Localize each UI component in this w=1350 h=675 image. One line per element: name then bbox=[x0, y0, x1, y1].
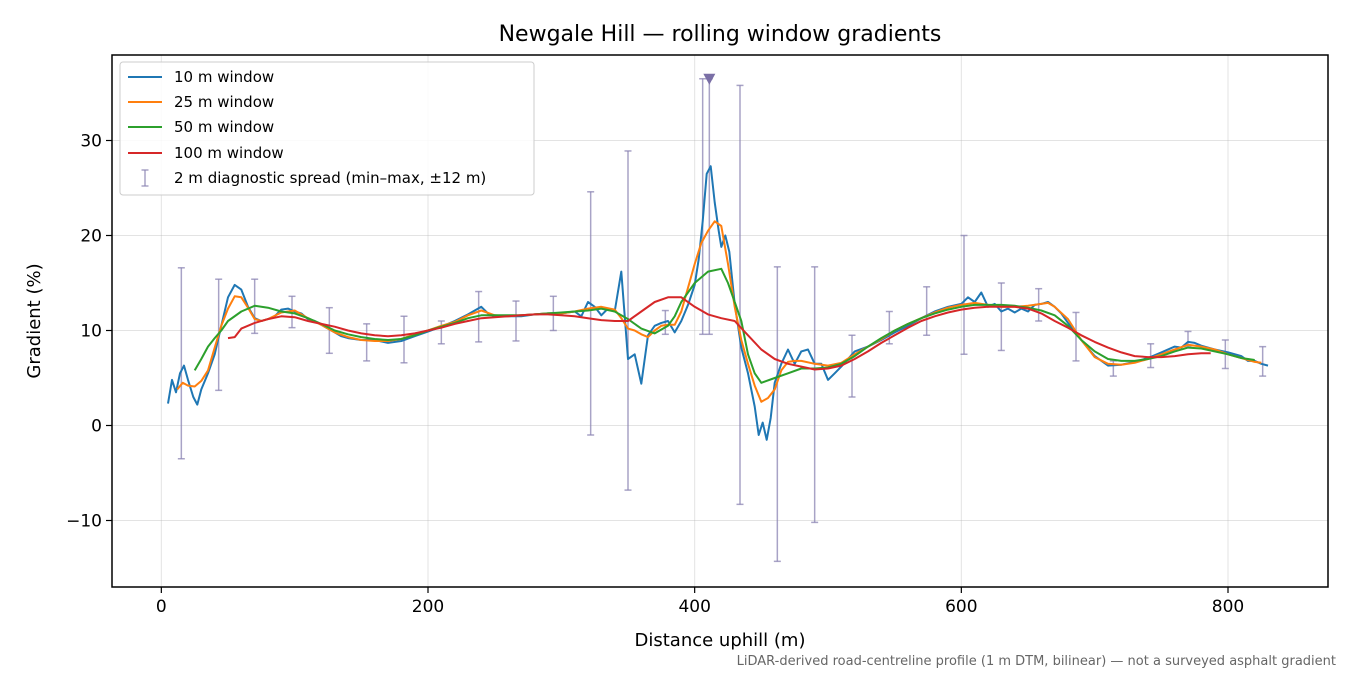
spread-bar-25 bbox=[1072, 311, 1080, 362]
legend-label-50m: 50 m window bbox=[174, 118, 274, 136]
spread-bar-21 bbox=[923, 286, 931, 336]
spread-bar-17 bbox=[773, 266, 781, 563]
x-tick-label-1: 200 bbox=[412, 597, 444, 617]
x-tick-label-4: 800 bbox=[1212, 597, 1244, 617]
y-axis-ticks: −10 0 10 20 30 bbox=[66, 132, 112, 532]
chart-title: Newgale Hill — rolling window gradients bbox=[499, 22, 942, 47]
legend: 10 m window 25 m window 50 m window 100 … bbox=[119, 61, 535, 196]
x-tick-label-3: 600 bbox=[945, 597, 977, 617]
peak-marker bbox=[703, 73, 716, 85]
spread-bar-19 bbox=[848, 334, 856, 398]
spread-bar-18 bbox=[811, 266, 819, 524]
legend-box bbox=[119, 61, 535, 196]
spread-bar-22 bbox=[960, 234, 968, 355]
series-line-100m bbox=[227, 296, 1211, 371]
series-lines bbox=[167, 165, 1269, 441]
x-tick-label-2: 400 bbox=[678, 597, 710, 617]
spread-bar-30 bbox=[1259, 345, 1267, 377]
peak-marker-group bbox=[703, 73, 716, 85]
x-axis-label: Distance uphill (m) bbox=[635, 630, 806, 651]
y-tick-label-0: −10 bbox=[66, 512, 102, 532]
x-tick-label-0: 0 bbox=[156, 597, 167, 617]
spread-bar-14 bbox=[699, 78, 707, 336]
x-axis-ticks: 0 200 400 600 800 bbox=[156, 587, 1244, 617]
legend-swatch-spread bbox=[141, 169, 149, 187]
spread-bar-23 bbox=[997, 282, 1005, 352]
y-axis-label: Gradient (%) bbox=[24, 263, 45, 378]
spread-bar-9 bbox=[512, 300, 520, 342]
spread-bar-16 bbox=[736, 84, 744, 506]
spread-bar-3 bbox=[288, 295, 296, 329]
legend-label-10m: 10 m window bbox=[174, 68, 274, 86]
legend-label-spread: 2 m diagnostic spread (min–max, ±12 m) bbox=[174, 169, 486, 187]
spread-bar-27 bbox=[1147, 343, 1155, 369]
series-line-50m bbox=[193, 267, 1255, 384]
grid-lines bbox=[112, 55, 1328, 587]
footnote: LiDAR-derived road-centreline profile (1… bbox=[737, 654, 1336, 669]
plot-frame bbox=[111, 54, 1329, 588]
y-tick-label-2: 10 bbox=[80, 322, 102, 342]
y-tick-label-3: 20 bbox=[80, 227, 102, 247]
spread-bar-0 bbox=[177, 267, 185, 460]
spread-bar-5 bbox=[363, 323, 371, 362]
y-tick-label-4: 30 bbox=[80, 132, 102, 152]
y-tick-label-1: 0 bbox=[91, 417, 102, 437]
legend-label-100m: 100 m window bbox=[174, 144, 284, 162]
spread-bar-11 bbox=[587, 191, 595, 436]
legend-label-25m: 25 m window bbox=[174, 93, 274, 111]
